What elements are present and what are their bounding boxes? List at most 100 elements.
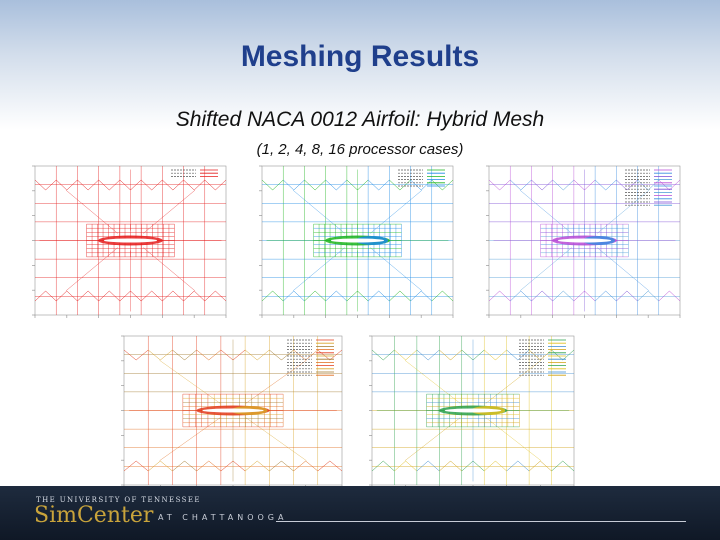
mesh-triangle	[304, 179, 326, 191]
mesh-triangle	[506, 349, 530, 361]
location-text: AT CHATTANOOGA	[158, 513, 288, 522]
mesh-triangle	[261, 290, 284, 302]
mesh-triangle	[77, 179, 99, 191]
mesh-plot-2-processors	[254, 160, 459, 325]
airfoil	[557, 238, 612, 243]
mesh-triangle	[616, 290, 638, 302]
mesh-triangle	[552, 290, 575, 302]
mesh-triangle	[488, 179, 511, 191]
mesh-triangle	[172, 460, 197, 472]
mesh-triangle	[269, 460, 294, 472]
mesh-triangle	[196, 460, 222, 472]
mesh-triangle	[416, 460, 440, 472]
mesh-triangle	[98, 290, 121, 302]
mesh-triangle	[594, 290, 617, 302]
mesh-triangle	[293, 349, 318, 361]
mesh-triangle	[594, 179, 617, 191]
mesh-triangle	[551, 460, 575, 472]
mesh-diagonal	[485, 417, 542, 461]
processor-cases-caption: (1, 2, 4, 8, 16 processor cases)	[256, 141, 464, 158]
mesh-triangle	[283, 290, 305, 302]
mesh-triangle	[394, 349, 418, 361]
mesh-triangle	[551, 349, 575, 361]
mesh-triangle	[162, 179, 184, 191]
mesh-triangle	[172, 349, 197, 361]
mesh-diagonal	[245, 360, 307, 404]
mesh-triangle	[140, 290, 163, 302]
mesh-triangle	[439, 349, 462, 361]
mesh-triangle	[56, 179, 78, 191]
airfoil	[444, 408, 502, 413]
mesh-triangle	[204, 290, 227, 302]
mesh-diagonal	[520, 247, 572, 291]
mesh-diagonal	[404, 360, 461, 404]
mesh-plot-8-processors	[116, 330, 348, 495]
university-name: THE UNIVERSITY OF TENNESSEE	[36, 496, 201, 504]
mesh-triangle	[552, 179, 575, 191]
mesh-diagonal	[370, 247, 422, 291]
mesh-triangle	[34, 179, 57, 191]
mesh-diagonal	[293, 190, 345, 234]
mesh-diagonal	[245, 417, 307, 461]
mesh-triangle	[389, 179, 411, 191]
mesh-triangle	[637, 179, 659, 191]
mesh-diagonal	[159, 417, 221, 461]
mesh-triangle	[528, 349, 552, 361]
mesh-plot-4-svg	[486, 165, 681, 318]
mesh-triangle	[394, 460, 418, 472]
mesh-triangle	[317, 460, 343, 472]
mesh-triangle	[204, 179, 227, 191]
mesh-diagonal	[370, 190, 422, 234]
mesh-triangle	[123, 349, 149, 361]
mesh-triangle	[77, 290, 99, 302]
mesh-triangle	[431, 290, 454, 302]
mesh-triangle	[317, 349, 343, 361]
mesh-plot-8-svg	[121, 335, 343, 488]
mesh-triangle	[244, 349, 270, 361]
mesh-triangle	[148, 349, 173, 361]
mesh-triangle	[410, 290, 432, 302]
mesh-triangle	[304, 290, 326, 302]
mesh-triangle	[162, 290, 184, 302]
mesh-triangle	[98, 179, 121, 191]
mesh-triangle	[261, 179, 284, 191]
mesh-triangle	[506, 460, 530, 472]
airfoil	[330, 238, 385, 243]
mesh-diagonal	[66, 190, 118, 234]
mesh-triangle	[528, 460, 552, 472]
mesh-triangle	[389, 290, 411, 302]
mesh-triangle	[183, 290, 205, 302]
mesh-diagonal	[159, 360, 221, 404]
mesh-triangle	[637, 290, 659, 302]
mesh-plot-4-processors	[481, 160, 686, 325]
mesh-triangle	[658, 179, 681, 191]
mesh-triangle	[510, 179, 532, 191]
slide-title: Meshing Results	[240, 40, 480, 73]
mesh-diagonal	[143, 190, 195, 234]
mesh-triangle	[269, 349, 294, 361]
mesh-triangle	[410, 179, 432, 191]
mesh-triangle	[416, 349, 440, 361]
mesh-triangle	[531, 290, 553, 302]
slide-subtitle: Shifted NACA 0012 Airfoil: Hybrid Mesh	[175, 108, 545, 131]
airfoil	[103, 238, 158, 243]
mesh-plot-2-svg	[259, 165, 454, 318]
mesh-diagonal	[485, 360, 542, 404]
mesh-diagonal	[520, 190, 572, 234]
mesh-triangle	[531, 179, 553, 191]
mesh-triangle	[325, 179, 348, 191]
mesh-plot-16-processors	[364, 330, 580, 495]
mesh-triangle	[439, 460, 462, 472]
mesh-triangle	[196, 349, 222, 361]
mesh-plot-1-svg	[32, 165, 227, 318]
mesh-diagonal	[293, 247, 345, 291]
mesh-triangle	[510, 290, 532, 302]
mesh-triangle	[484, 349, 507, 361]
mesh-triangle	[431, 179, 454, 191]
mesh-diagonal	[597, 247, 649, 291]
mesh-diagonal	[597, 190, 649, 234]
mesh-triangle	[140, 179, 163, 191]
mesh-triangle	[371, 460, 395, 472]
mesh-triangle	[183, 179, 205, 191]
mesh-triangle	[371, 349, 395, 361]
